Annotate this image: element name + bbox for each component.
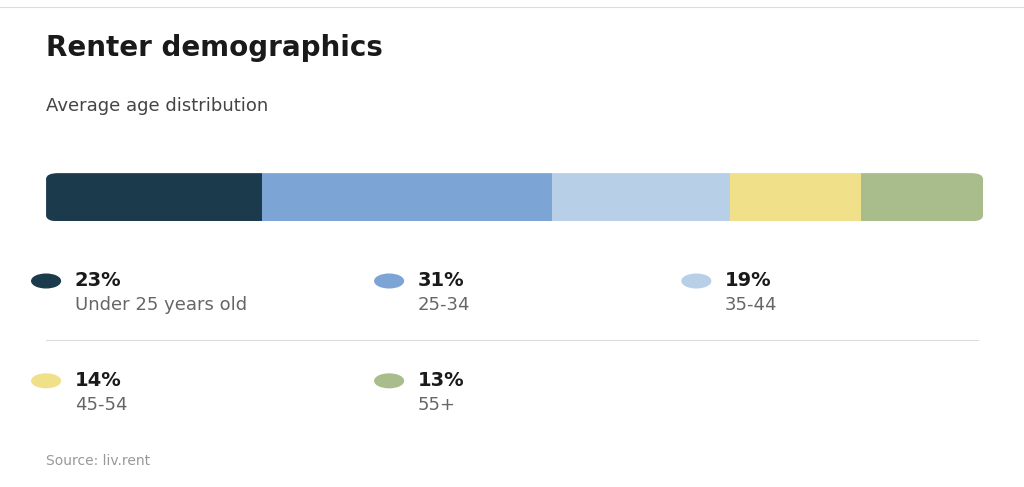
Circle shape [375,274,403,288]
Text: 13%: 13% [418,371,465,391]
Text: Renter demographics: Renter demographics [46,34,383,62]
Circle shape [32,374,60,388]
Text: 45-54: 45-54 [75,396,127,414]
Text: 23%: 23% [75,271,122,291]
Text: 31%: 31% [418,271,465,291]
Text: Average age distribution: Average age distribution [46,97,268,115]
Bar [552,173,730,221]
Bar [730,173,861,221]
Text: 55+: 55+ [418,396,456,414]
Bar [46,173,261,221]
Text: Source: liv.rent: Source: liv.rent [46,453,151,468]
Text: 35-44: 35-44 [725,297,777,314]
Bar [861,173,983,221]
Text: 19%: 19% [725,271,772,291]
Circle shape [682,274,711,288]
Bar [261,173,552,221]
FancyBboxPatch shape [46,173,983,221]
Text: 25-34: 25-34 [418,297,470,314]
Circle shape [32,274,60,288]
Text: 14%: 14% [75,371,122,391]
Circle shape [375,374,403,388]
Text: Under 25 years old: Under 25 years old [75,297,247,314]
